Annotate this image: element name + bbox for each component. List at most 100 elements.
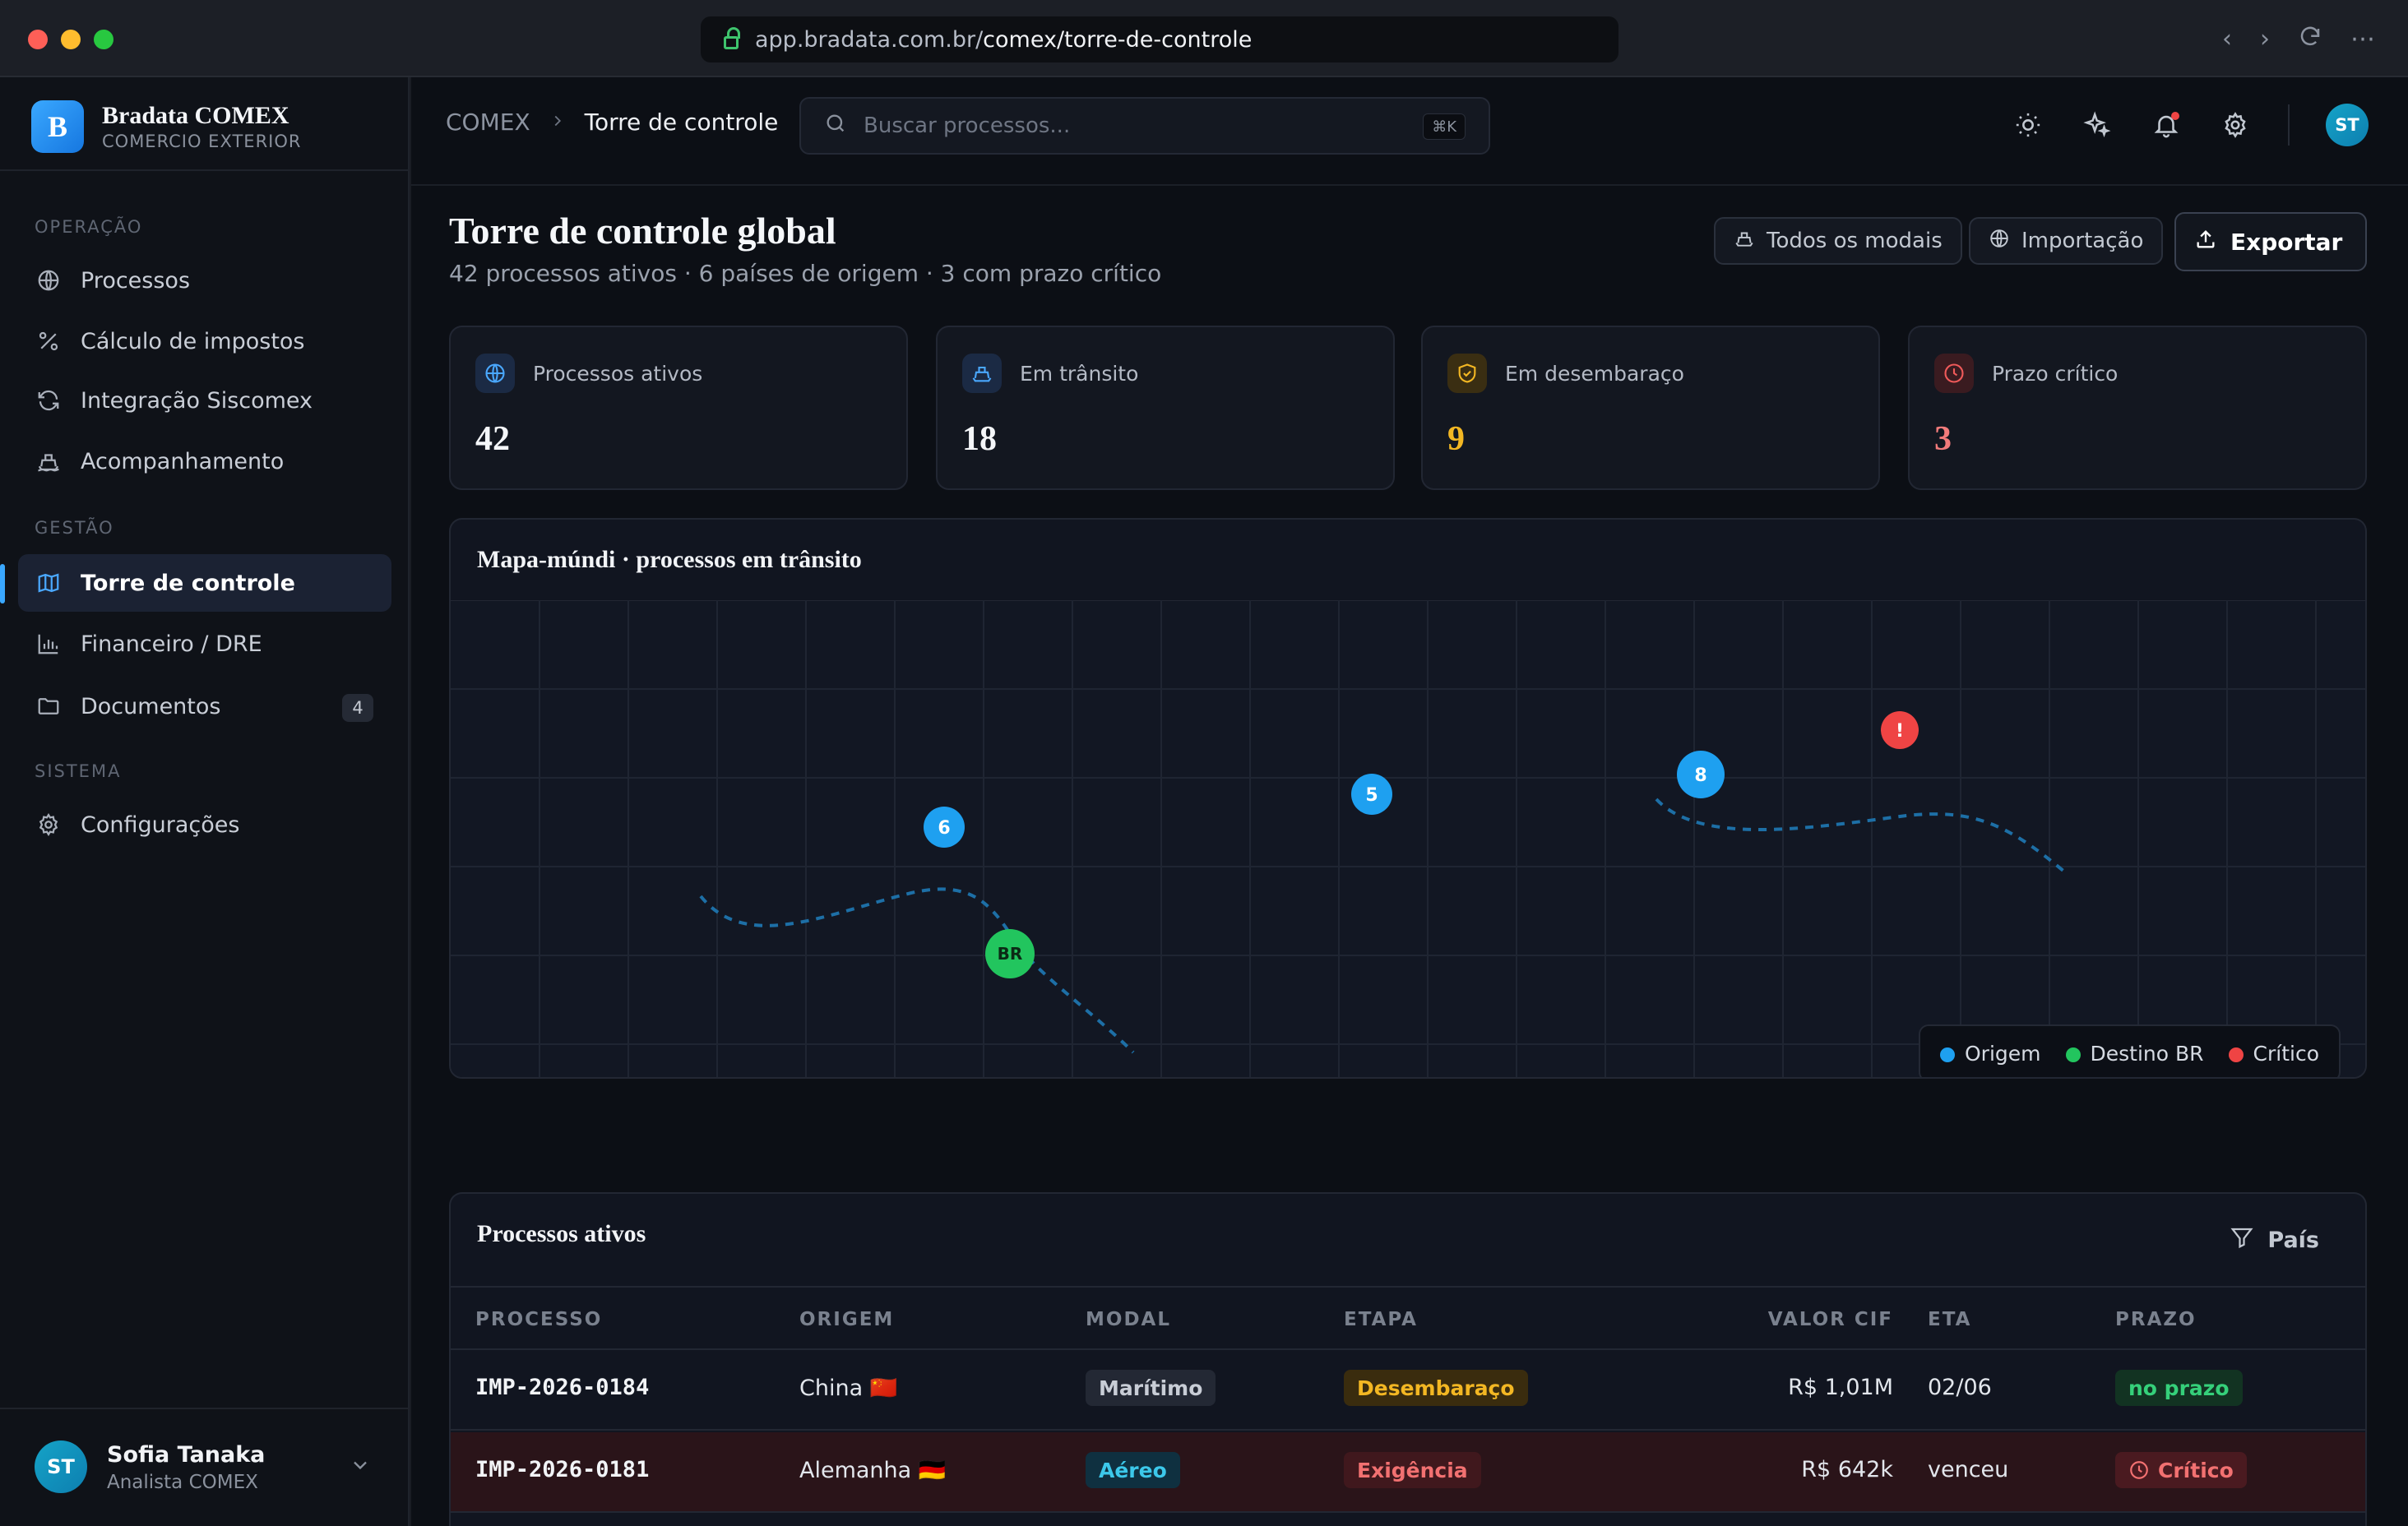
url-prefix: app.bradata.com.br/ <box>755 26 984 53</box>
address-bar[interactable]: app.bradata.com.br/comex/torre-de-contro… <box>701 16 1618 62</box>
sparkles-icon[interactable] <box>2081 109 2114 141</box>
close-window-button[interactable] <box>28 30 48 49</box>
svg-text:8: 8 <box>1694 765 1706 786</box>
sidebar-item-label: Acompanhamento <box>81 448 285 474</box>
breadcrumb: COMEX Torre de controle <box>446 109 778 136</box>
gear-icon <box>35 811 63 839</box>
country-filter-button[interactable]: País <box>2230 1225 2319 1255</box>
col-valor-cif[interactable]: VALOR CIF <box>1767 1309 1893 1330</box>
col-modal[interactable]: MODAL <box>1086 1309 1171 1330</box>
sidebar-item-configuracoes[interactable]: Configurações <box>18 796 391 853</box>
col-origem[interactable]: ORIGEM <box>799 1309 895 1330</box>
svg-text:BR: BR <box>998 944 1023 964</box>
type-filter-button[interactable]: Importação <box>1969 217 2164 265</box>
map-icon <box>35 569 63 597</box>
search-shortcut: ⌘K <box>1423 113 1466 140</box>
chevron-right-icon <box>549 109 567 136</box>
kpi-prazo-critico: Prazo crítico 3 <box>1908 326 2367 490</box>
sidebar-item-documentos[interactable]: Documentos 4 <box>18 677 391 735</box>
table-row[interactable]: IMP-2026-0181 Alemanha 🇩🇪 Aéreo Exigênci… <box>451 1432 2365 1513</box>
bell-icon[interactable] <box>2150 109 2183 141</box>
sidebar-item-calculo-impostos[interactable]: Cálculo de impostos <box>18 312 391 370</box>
sidebar-item-label: Configurações <box>81 812 240 838</box>
user-profile[interactable]: ST Sofia Tanaka Analista COMEX <box>0 1408 410 1526</box>
export-label: Exportar <box>2230 228 2343 256</box>
svg-text:!: ! <box>1896 721 1904 742</box>
world-map-card: Mapa-múndi · processos em trânsito <box>449 518 2367 1079</box>
url-path: comex/torre-de-controle <box>983 26 1253 53</box>
cell-eta: 02/06 <box>1928 1375 1992 1400</box>
back-icon[interactable]: ‹ <box>2222 25 2232 53</box>
section-label-sistema: SISTEMA <box>35 761 122 781</box>
cell-processo: IMP-2026-0181 <box>475 1457 650 1482</box>
map-grid <box>451 600 2365 1077</box>
sidebar-item-integracao-siscomex[interactable]: Integração Siscomex <box>18 372 391 429</box>
folder-icon <box>35 692 63 720</box>
theme-toggle-icon[interactable] <box>2012 109 2044 141</box>
globe-icon <box>1989 228 2010 255</box>
sidebar-item-processos[interactable]: Processos <box>18 252 391 309</box>
clock-icon <box>2130 1461 2148 1479</box>
kpi-em-desembaraco: Em desembaraço 9 <box>1421 326 1880 490</box>
kpi-label: Prazo crítico <box>1992 362 2119 386</box>
maximize-window-button[interactable] <box>94 30 113 49</box>
user-name: Sofia Tanaka <box>107 1442 266 1468</box>
map-marker-origin-6[interactable]: 6 <box>924 807 965 848</box>
map-title: Mapa-múndi · processos em trânsito <box>477 546 862 573</box>
lock-icon <box>724 27 740 49</box>
map-marker-origin-8[interactable]: 8 <box>1677 751 1725 798</box>
col-prazo[interactable]: PRAZO <box>2115 1309 2197 1330</box>
sidebar: B Bradata COMEX COMERCIO EXTERIOR OPERAÇ… <box>0 77 410 1526</box>
section-label-gestao: GESTÃO <box>35 518 114 538</box>
main-content: COMEX Torre de controle Buscar processos… <box>411 77 2408 1526</box>
world-map[interactable]: 6 5 8 ! BR <box>451 600 2367 1079</box>
globe-icon <box>475 354 515 393</box>
page-title: Torre de controle global <box>449 210 836 252</box>
export-button[interactable]: Exportar <box>2174 212 2367 271</box>
map-marker-critical[interactable]: ! <box>1881 711 1919 749</box>
sidebar-item-torre-de-controle[interactable]: Torre de controle <box>18 554 391 612</box>
reload-icon[interactable] <box>2298 25 2322 56</box>
processes-table-card: Processos ativos País PROCESSO ORIGEM MO… <box>449 1192 2367 1526</box>
breadcrumb-root[interactable]: COMEX <box>446 109 530 136</box>
legend-item-critico: Crítico <box>2228 1042 2319 1066</box>
sidebar-item-label: Cálculo de impostos <box>81 328 305 354</box>
user-avatar: ST <box>35 1440 87 1493</box>
kpi-em-transito: Em trânsito 18 <box>936 326 1395 490</box>
forward-icon[interactable]: › <box>2260 25 2270 53</box>
col-etapa[interactable]: ETAPA <box>1344 1309 1418 1330</box>
svg-text:5: 5 <box>1365 785 1378 806</box>
notification-dot <box>2171 112 2179 120</box>
col-eta[interactable]: ETA <box>1928 1309 1972 1330</box>
settings-icon[interactable] <box>2219 109 2252 141</box>
search-input[interactable]: Buscar processos... ⌘K <box>799 97 1490 155</box>
modal-badge: Marítimo <box>1086 1370 1216 1406</box>
table-title: Processos ativos <box>477 1220 646 1247</box>
brand-subtitle: COMERCIO EXTERIOR <box>102 132 302 151</box>
modal-filter-button[interactable]: Todos os modais <box>1714 217 1962 265</box>
section-label-operacao: OPERAÇÃO <box>35 217 143 237</box>
chevron-down-icon[interactable] <box>349 1454 372 1480</box>
type-filter-label: Importação <box>2021 229 2144 253</box>
kpi-value: 9 <box>1447 420 1465 458</box>
col-processo[interactable]: PROCESSO <box>475 1309 603 1330</box>
header-avatar[interactable]: ST <box>2326 104 2369 146</box>
filter-icon <box>2230 1225 2254 1255</box>
kpi-processos-ativos: Processos ativos 42 <box>449 326 908 490</box>
table-row[interactable]: IMP-2026-0184 China 🇨🇳 Marítimo Desembar… <box>451 1350 2365 1431</box>
minimize-window-button[interactable] <box>61 30 81 49</box>
sidebar-item-financeiro[interactable]: Financeiro / DRE <box>18 615 391 673</box>
sidebar-item-label: Torre de controle <box>81 570 295 596</box>
brand-logo: B <box>31 100 84 153</box>
sidebar-item-label: Integração Siscomex <box>81 387 313 414</box>
map-marker-destination-br[interactable]: BR <box>985 929 1035 978</box>
bar-chart-icon <box>35 630 63 658</box>
documents-count-badge: 4 <box>342 694 373 722</box>
top-bar: COMEX Torre de controle Buscar processos… <box>411 77 2408 186</box>
sidebar-item-label: Financeiro / DRE <box>81 631 262 657</box>
sidebar-item-acompanhamento[interactable]: Acompanhamento <box>18 432 391 490</box>
active-indicator <box>0 564 5 603</box>
brand[interactable]: B Bradata COMEX COMERCIO EXTERIOR <box>31 100 301 153</box>
more-icon[interactable]: ⋯ <box>2350 25 2375 53</box>
map-marker-origin-5[interactable]: 5 <box>1351 774 1392 815</box>
